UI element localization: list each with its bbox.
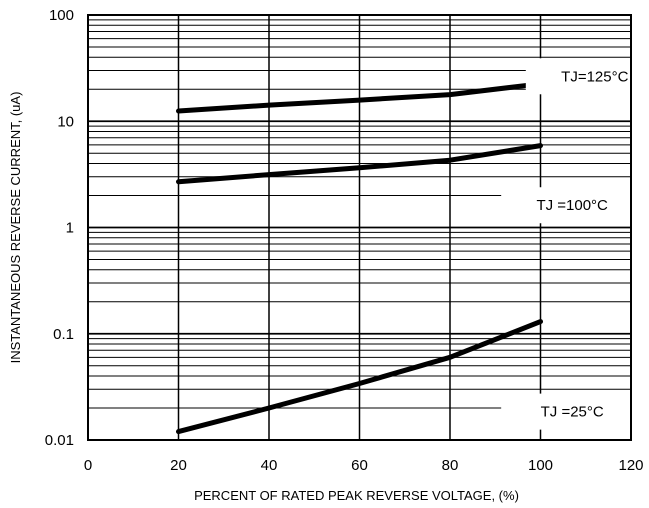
- series-line-1: [176, 143, 543, 185]
- x-tick-label: 60: [351, 457, 368, 474]
- y-axis-label: INSTANTANEOUS REVERSE CURRENT, (uA): [8, 92, 23, 364]
- x-tick-label: 100: [528, 457, 553, 474]
- tick-layer: 0 20 40 60 80 100 120 0.01 0.1 1 10 100: [45, 7, 644, 474]
- series-line-0: [176, 81, 543, 114]
- y-tick-label: 0.01: [45, 432, 74, 449]
- annotation-label: TJ=125°C: [561, 68, 628, 85]
- grid-layer: [88, 15, 631, 440]
- annotation-box: [525, 58, 649, 95]
- annotation-layer: TJ=125°C TJ =100°C TJ =25°C: [501, 58, 649, 430]
- x-tick-label: 40: [261, 457, 278, 474]
- y-tick-label: 10: [57, 113, 74, 130]
- annotation-box: [501, 393, 644, 430]
- y-tick-label: 0.1: [53, 326, 74, 343]
- series-layer: [176, 81, 543, 435]
- x-tick-label: 120: [618, 457, 643, 474]
- x-tick-label: 0: [84, 457, 92, 474]
- annotation-box: [501, 187, 644, 224]
- x-axis-label: PERCENT OF RATED PEAK REVERSE VOLTAGE, (…: [194, 488, 519, 503]
- x-tick-label: 80: [442, 457, 459, 474]
- y-tick-label: 100: [49, 7, 74, 24]
- series-line-2: [176, 319, 543, 435]
- x-tick-label: 20: [170, 457, 187, 474]
- plot-frame: [87, 14, 632, 441]
- annotation-label: TJ =25°C: [541, 404, 604, 421]
- annotation-label: TJ =100°C: [536, 197, 608, 214]
- y-tick-label: 1: [66, 220, 74, 237]
